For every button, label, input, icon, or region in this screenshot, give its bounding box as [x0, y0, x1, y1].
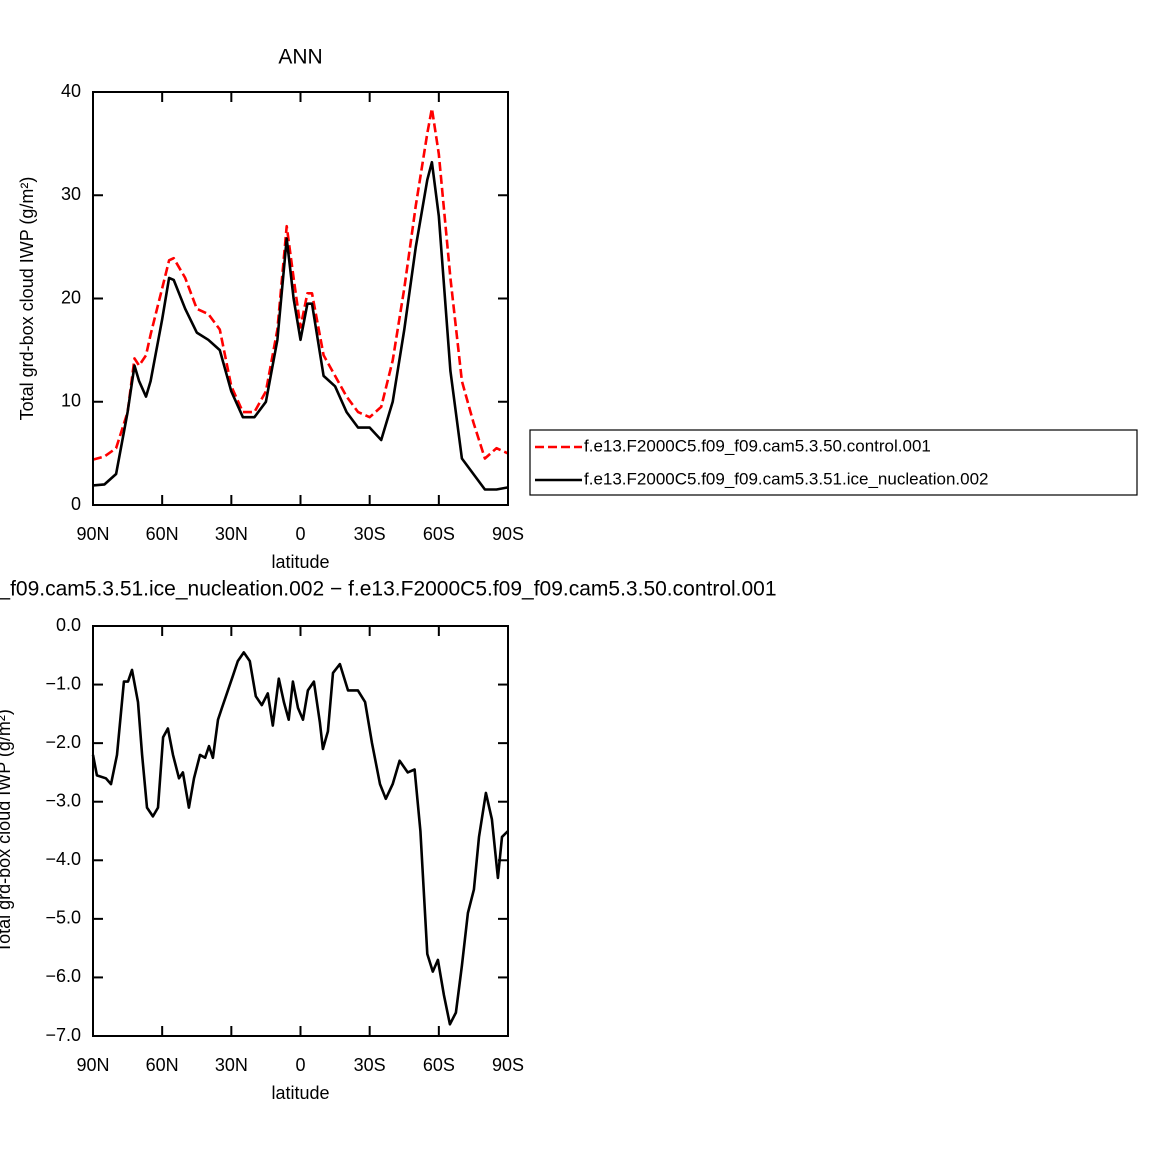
y-tick-label: 0 — [71, 494, 81, 514]
y-tick-label: 0.0 — [56, 615, 81, 635]
y-tick-label: −5.0 — [45, 908, 81, 928]
x-tick-label: 30S — [354, 524, 386, 544]
x-tick-label: 30S — [354, 1055, 386, 1075]
y-tick-label: −2.0 — [45, 732, 81, 752]
y-tick-label: 30 — [61, 184, 81, 204]
legend-label: f.e13.F2000C5.f09_f09.cam5.3.50.control.… — [584, 436, 931, 455]
chart-title: ANN — [278, 46, 322, 69]
data-line — [91, 651, 509, 1026]
data-line — [92, 160, 509, 491]
x-axis-label: latitude — [271, 1083, 329, 1103]
y-tick-label: 10 — [61, 391, 81, 411]
x-tick-label: 30N — [215, 524, 248, 544]
y-tick-label: −6.0 — [45, 966, 81, 986]
x-tick-label: 60N — [146, 1055, 179, 1075]
x-tick-label: 90S — [492, 1055, 524, 1075]
y-tick-label: −4.0 — [45, 849, 81, 869]
y-tick-label: 40 — [61, 81, 81, 101]
legend-label: f.e13.F2000C5.f09_f09.cam5.3.51.ice_nucl… — [584, 469, 989, 488]
chart-title: f.e13.F2000C5.f09_f09.cam5.3.51.ice_nucl… — [0, 578, 777, 601]
y-tick-label: 20 — [61, 287, 81, 307]
plot-frame — [92, 91, 509, 506]
x-tick-label: 0 — [295, 1055, 305, 1075]
y-tick-label: −3.0 — [45, 790, 81, 810]
y-tick-label: −1.0 — [45, 673, 81, 693]
x-tick-label: 60S — [423, 1055, 455, 1075]
y-axis-label: Total grd-box cloud IWP (g/m²) — [0, 709, 14, 953]
x-tick-label: 30N — [215, 1055, 248, 1075]
legend-box — [529, 429, 1138, 496]
x-tick-label: 0 — [295, 524, 305, 544]
x-axis-label: latitude — [271, 552, 329, 572]
x-tick-label: 90N — [76, 524, 109, 544]
y-axis-label: Total grd-box cloud IWP (g/m²) — [17, 177, 37, 421]
plot-frame — [92, 625, 509, 1037]
x-tick-label: 90N — [76, 1055, 109, 1075]
y-tick-label: −7.0 — [45, 1025, 81, 1045]
x-tick-label: 90S — [492, 524, 524, 544]
x-tick-label: 60S — [423, 524, 455, 544]
x-tick-label: 60N — [146, 524, 179, 544]
data-line — [92, 107, 509, 461]
